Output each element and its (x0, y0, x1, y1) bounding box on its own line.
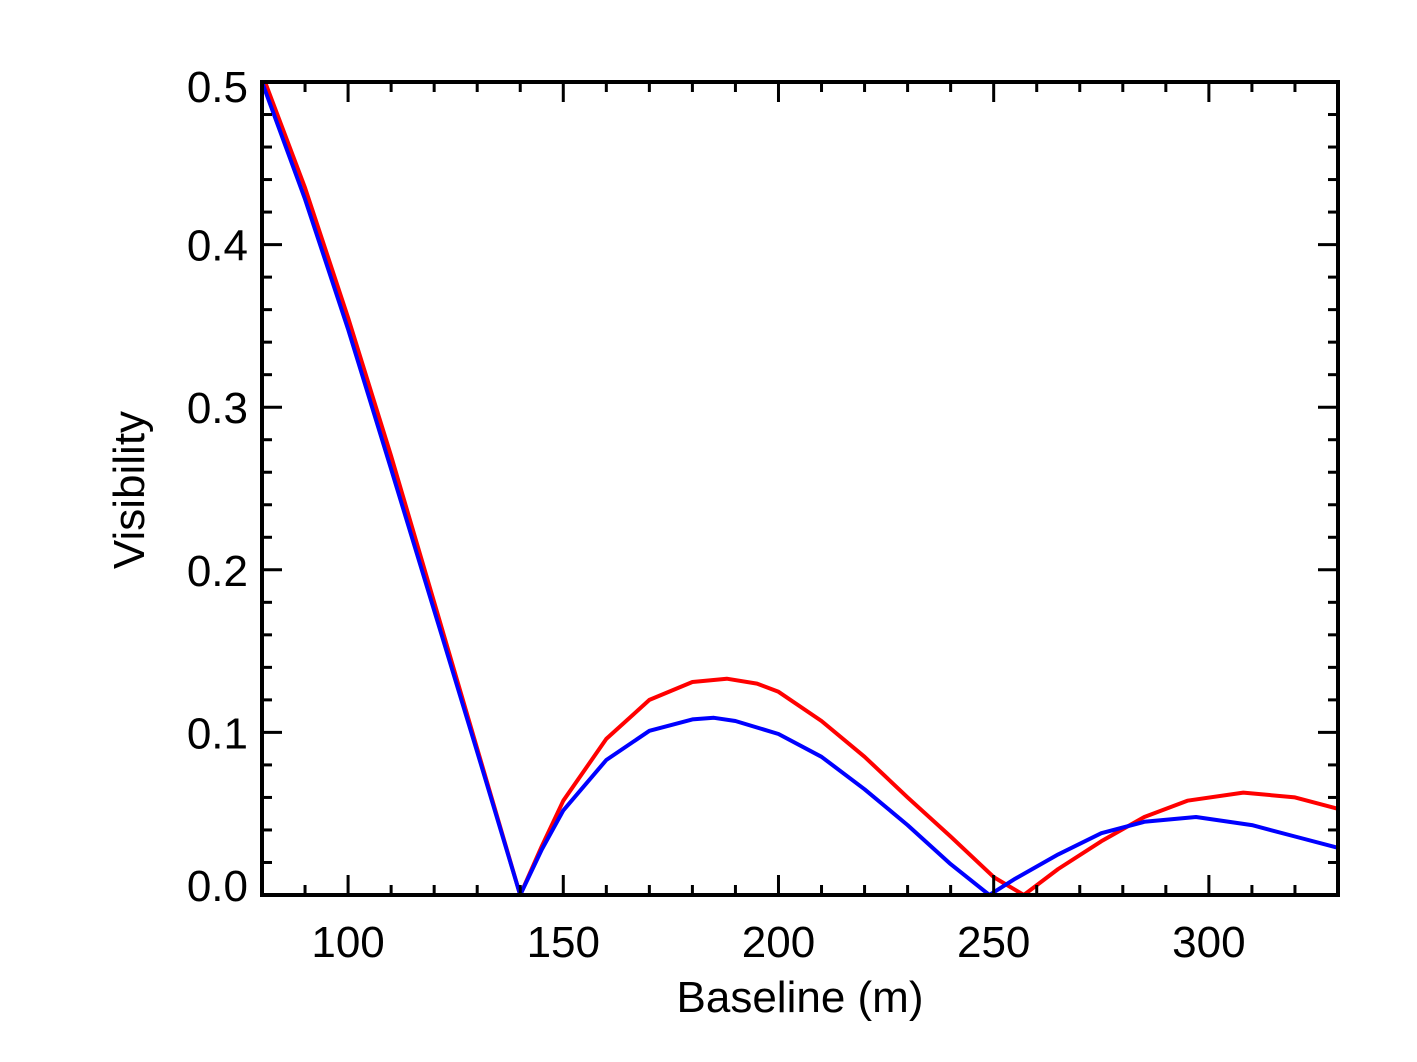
x-tick-label: 150 (527, 918, 600, 967)
labels-layer: 100 150 200 250 300 0.0 0.1 0.2 0.3 0.4 0.5 (187, 63, 1246, 967)
x-axis-label: Baseline (m) (677, 973, 924, 1022)
y-tick-label: 0.2 (187, 547, 248, 596)
series-line-2 (262, 82, 1338, 895)
series-layer (262, 82, 1338, 895)
x-tick-label: 200 (742, 918, 815, 967)
ticks-layer (260, 80, 1340, 897)
x-tick-label: 100 (311, 918, 384, 967)
x-tick-label: 250 (957, 918, 1030, 967)
y-tick-label: 0.1 (187, 709, 248, 758)
y-tick-label: 0.4 (187, 222, 248, 271)
y-tick-label: 0.5 (187, 63, 248, 112)
series-line-1 (262, 82, 1338, 895)
x-tick-label: 300 (1172, 918, 1245, 967)
y-tick-label: 0.3 (187, 384, 248, 433)
y-tick-label: 0.0 (187, 862, 248, 911)
y-axis-label: Visibility (105, 411, 154, 569)
plot-frame (260, 80, 1340, 897)
